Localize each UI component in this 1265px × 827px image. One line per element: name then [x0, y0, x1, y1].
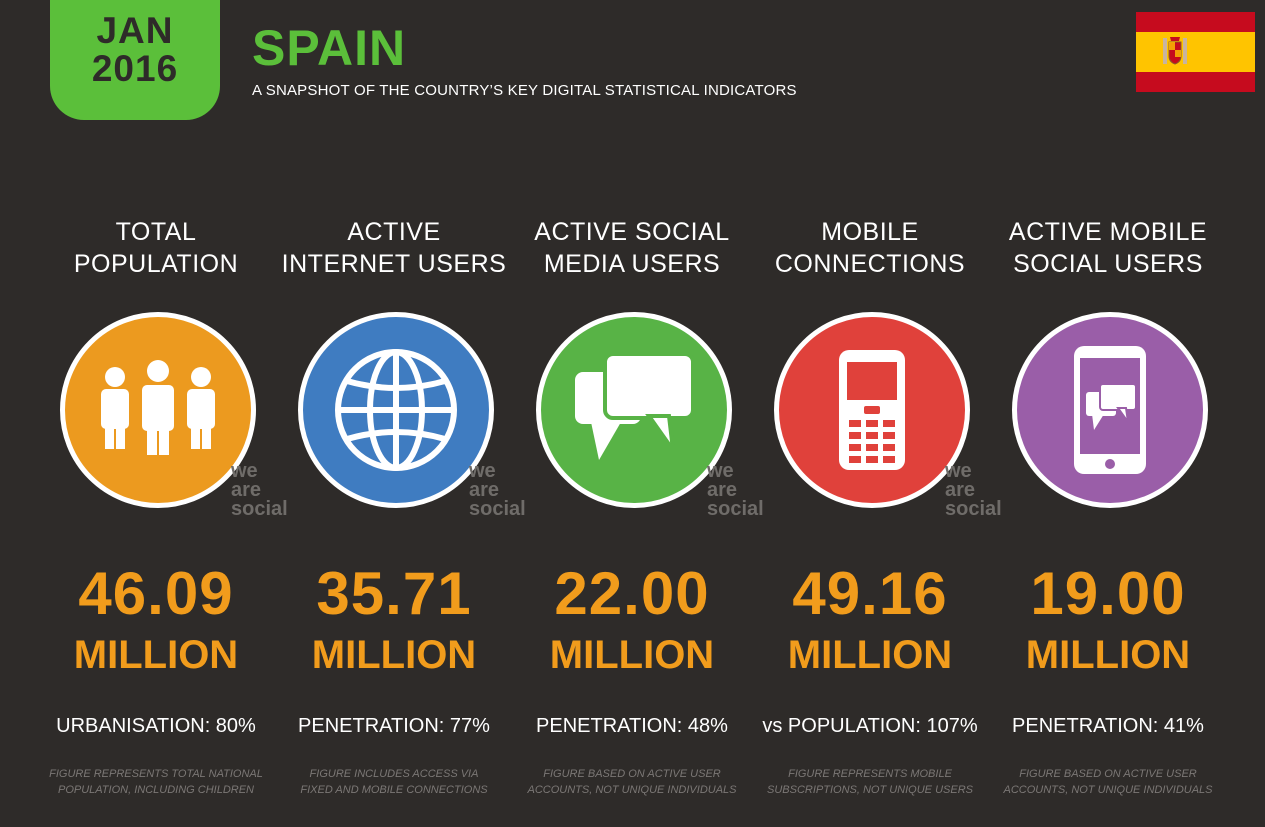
indicator-unit: MILLION: [1025, 633, 1191, 677]
indicator-value: 49.16: [792, 560, 948, 627]
date-badge: JAN 2016: [50, 0, 220, 120]
spain-flag-icon: [1136, 12, 1255, 92]
chat-bubbles-icon: [575, 352, 695, 460]
indicator-note: FIGURE BASED ON ACTIVE USER ACCOUNTS, NO…: [527, 768, 737, 796]
we-are-social-logo: we are social: [231, 460, 288, 520]
indicator-mobile-connections: MOBILE CONNECTIONS we are social 49.16 MIL…: [750, 0, 1001, 827]
smartphone-chat-icon: [1074, 346, 1146, 474]
indicator-total-population: TOTAL POPULATION we are social 46.09 MILLI…: [36, 0, 288, 827]
indicator-unit: MILLION: [311, 633, 477, 677]
we-are-social-logo: we are social: [469, 460, 526, 520]
indicator-unit: MILLION: [549, 633, 715, 677]
indicator-label: TOTAL POPULATION: [73, 218, 239, 278]
internet-circle: [298, 312, 494, 508]
indicator-stat: URBANISATION: 80%: [56, 715, 256, 737]
indicator-note: FIGURE BASED ON ACTIVE USER ACCOUNTS, NO…: [1003, 768, 1213, 796]
indicator-note: FIGURE REPRESENTS TOTAL NATIONAL POPULAT…: [49, 768, 263, 796]
indicator-stat: PENETRATION: 77%: [298, 715, 490, 737]
page-title: SPAIN: [252, 20, 407, 76]
indicator-value: 35.71: [316, 560, 472, 627]
coat-of-arms-icon: [1163, 37, 1187, 65]
date-year: 2016: [91, 48, 179, 89]
indicator-label: ACTIVE SOCIAL MEDIA USERS: [534, 218, 730, 278]
indicator-stat: PENETRATION: 41%: [1012, 715, 1204, 737]
indicator-label: ACTIVE INTERNET USERS: [281, 218, 507, 278]
mobile-social-circle: [1012, 312, 1208, 508]
indicator-stat: vs POPULATION: 107%: [762, 715, 978, 737]
indicator-social-media-users: ACTIVE SOCIAL MEDIA USERS we are social 22…: [512, 0, 763, 827]
globe-icon: [335, 349, 457, 471]
page-subtitle: A SNAPSHOT OF THE COUNTRY’S KEY DIGITAL …: [252, 82, 797, 99]
indicator-stat: PENETRATION: 48%: [536, 715, 728, 737]
we-are-social-logo: we are social: [945, 460, 1002, 520]
mobile-phone-icon: [839, 350, 905, 470]
indicator-note: FIGURE INCLUDES ACCESS VIA FIXED AND MOB…: [300, 768, 488, 796]
indicator-note: FIGURE REPRESENTS MOBILE SUBSCRIPTIONS, …: [767, 768, 973, 796]
social-media-circle: [536, 312, 732, 508]
population-circle: [60, 312, 256, 508]
people-icon: [101, 360, 215, 455]
indicator-internet-users: ACTIVE INTERNET USERS we are social 35.71 …: [274, 0, 526, 827]
indicator-value: 19.00: [1030, 560, 1186, 627]
indicator-label: MOBILE CONNECTIONS: [774, 218, 966, 278]
indicator-value: 46.09: [78, 560, 234, 627]
indicator-unit: MILLION: [787, 633, 953, 677]
indicator-label: ACTIVE MOBILE SOCIAL USERS: [1008, 218, 1208, 278]
indicator-unit: MILLION: [73, 633, 239, 677]
indicator-value: 22.00: [554, 560, 710, 627]
mobile-circle: [774, 312, 970, 508]
date-month: JAN: [96, 10, 174, 51]
we-are-social-logo: we are social: [707, 460, 764, 520]
